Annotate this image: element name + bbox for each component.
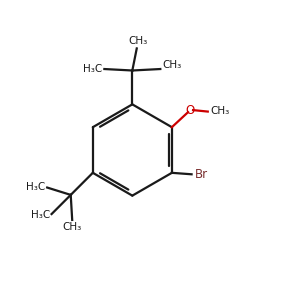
Text: CH₃: CH₃: [162, 61, 181, 70]
Text: O: O: [185, 103, 195, 117]
Text: H₃C: H₃C: [31, 210, 50, 220]
Text: H₃C: H₃C: [26, 182, 45, 192]
Text: CH₃: CH₃: [63, 222, 82, 232]
Text: H₃C: H₃C: [83, 64, 102, 74]
Text: Br: Br: [195, 168, 208, 181]
Text: CH₃: CH₃: [129, 36, 148, 46]
Text: CH₃: CH₃: [211, 106, 230, 116]
